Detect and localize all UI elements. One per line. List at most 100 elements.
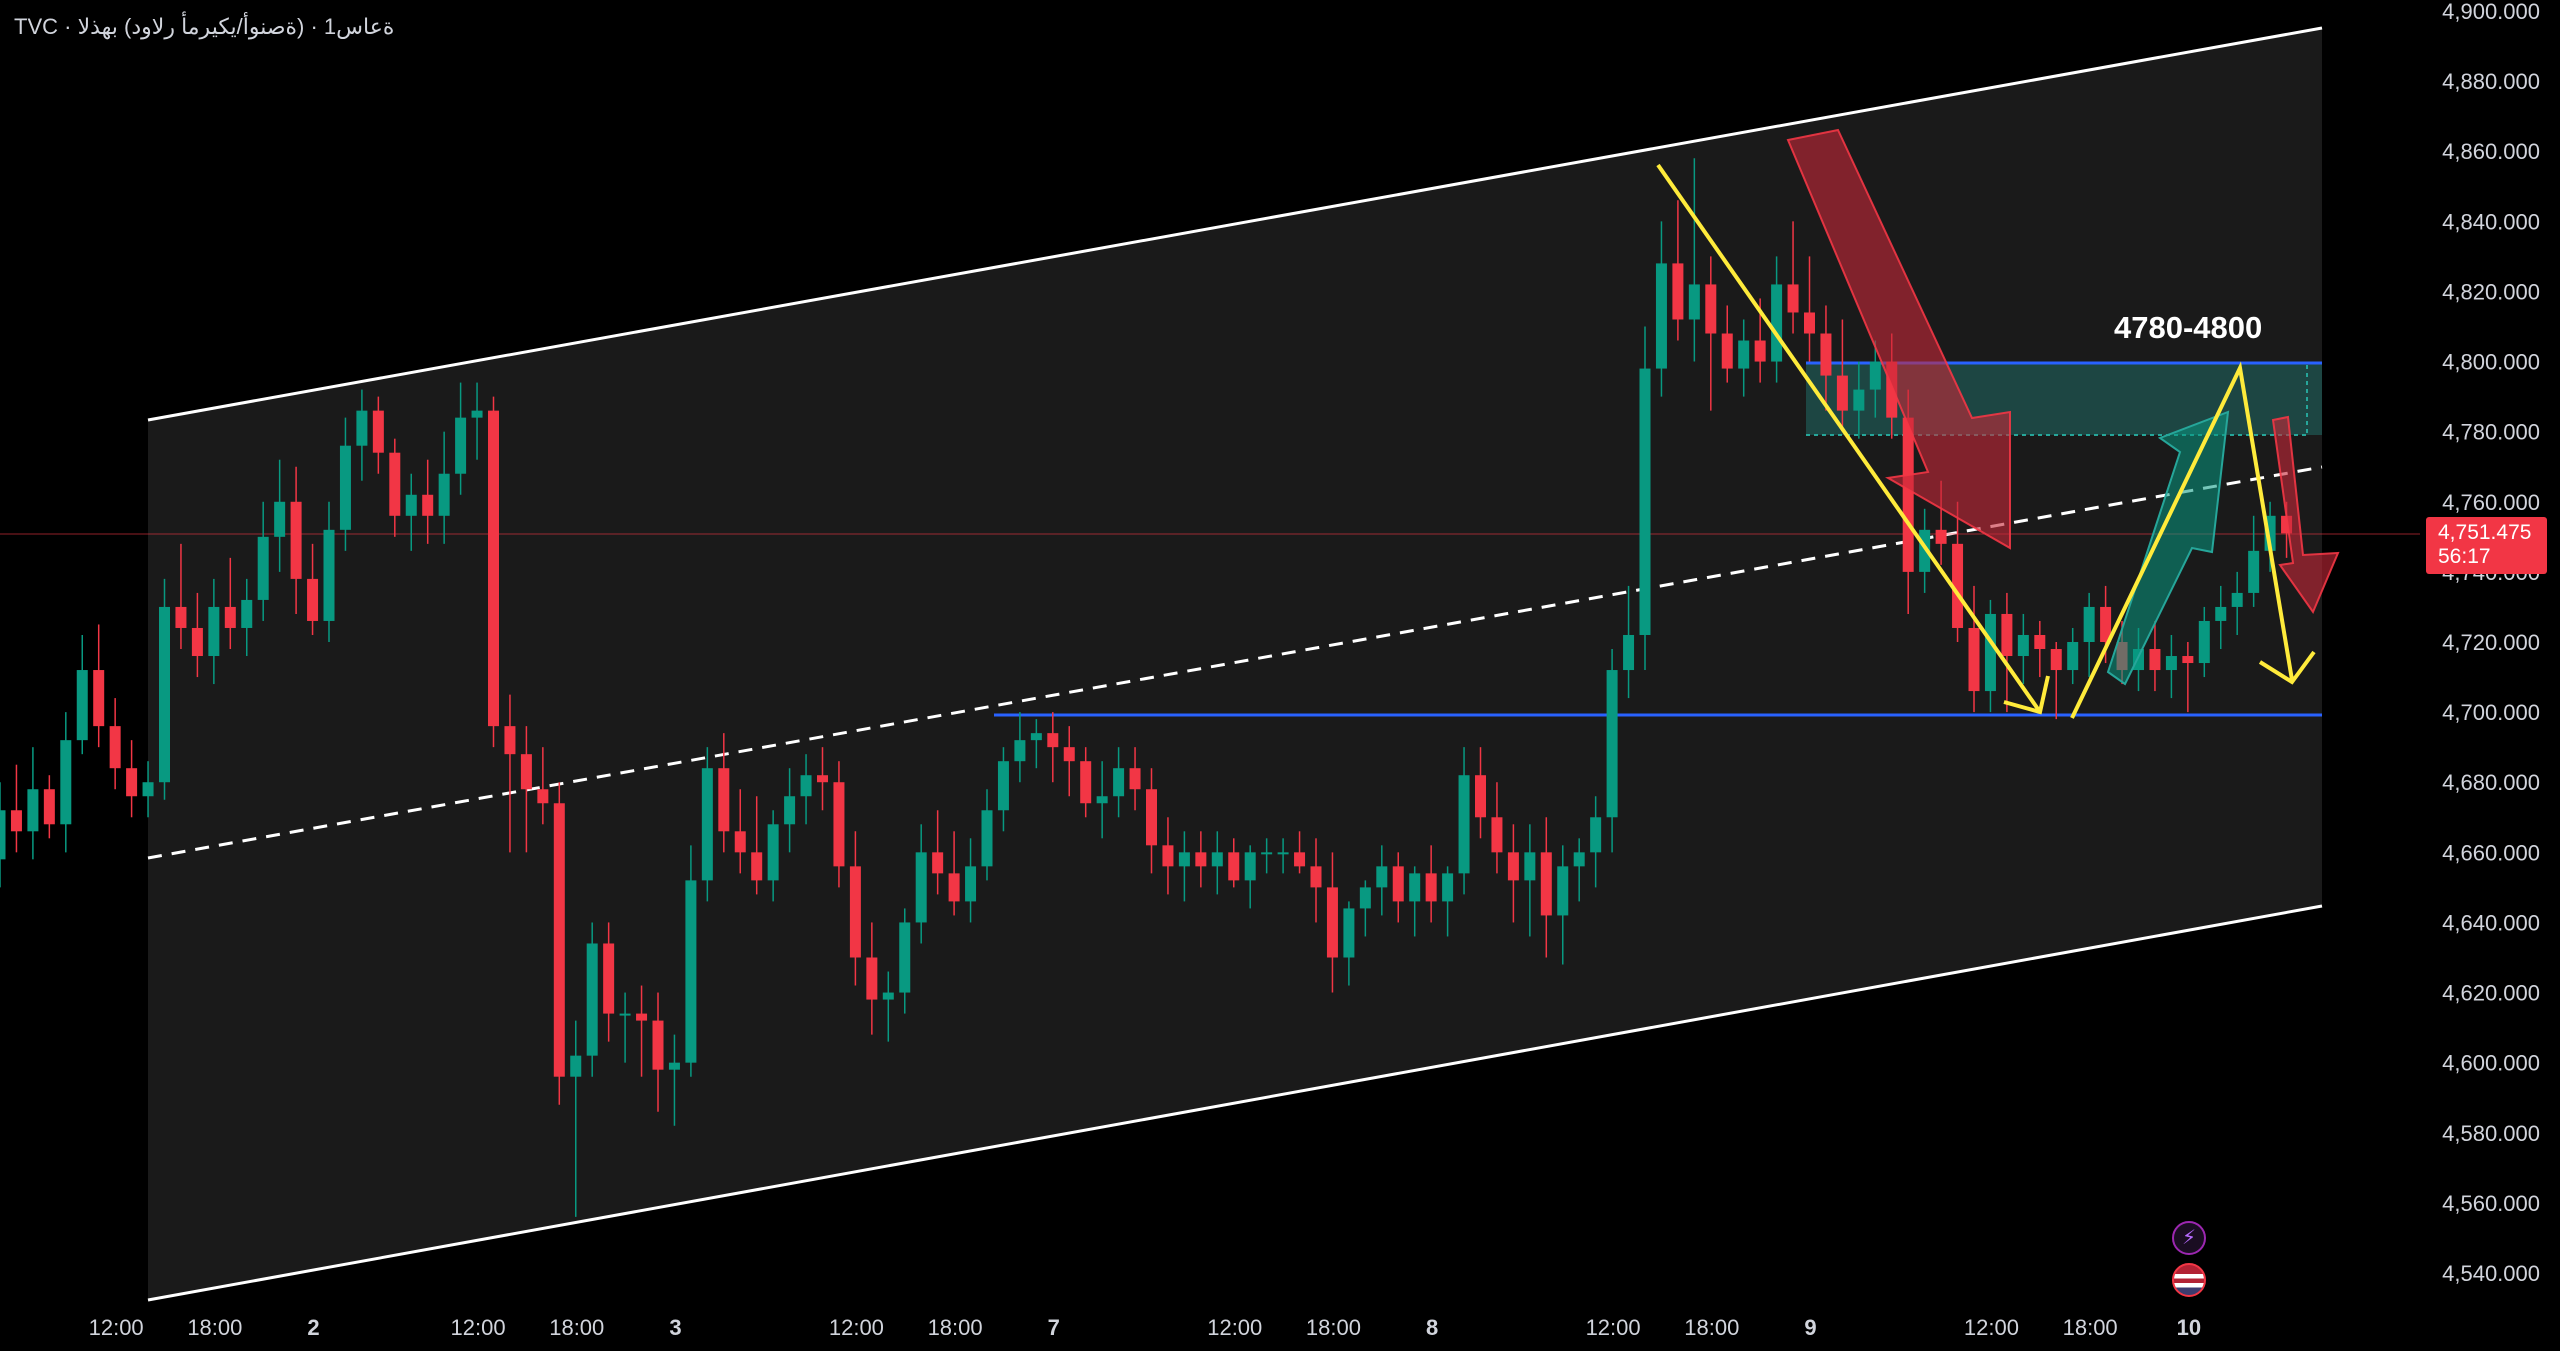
- candle-body[interactable]: [389, 452, 401, 516]
- candle-body[interactable]: [1146, 789, 1157, 846]
- candle-body[interactable]: [1507, 852, 1519, 881]
- candle-body[interactable]: [948, 873, 960, 902]
- candle-body[interactable]: [751, 852, 763, 881]
- candle-body[interactable]: [191, 627, 203, 657]
- candle-body[interactable]: [1557, 866, 1569, 916]
- candle-body[interactable]: [2133, 649, 2144, 671]
- candle-body[interactable]: [405, 494, 417, 516]
- candle-body[interactable]: [1129, 768, 1141, 790]
- candle-body[interactable]: [1902, 417, 1914, 572]
- price-axis[interactable]: 4,900.000 4,880.000 4,860.000 4,840.000 4,82…: [2442, 0, 2540, 1286]
- candle-body[interactable]: [60, 740, 72, 825]
- candle-body[interactable]: [488, 410, 499, 727]
- candle-body[interactable]: [997, 761, 1009, 811]
- candle-body[interactable]: [1853, 389, 1865, 411]
- candle-body[interactable]: [817, 775, 828, 783]
- candle-body[interactable]: [1047, 733, 1059, 748]
- candle-body[interactable]: [1195, 852, 1207, 867]
- candle-body[interactable]: [1540, 852, 1552, 916]
- candle-body[interactable]: [2182, 656, 2194, 664]
- candle-body[interactable]: [1376, 866, 1388, 888]
- candle-body[interactable]: [1524, 852, 1536, 881]
- candle-body[interactable]: [2067, 642, 2079, 671]
- lightning-icon[interactable]: ⚡: [2172, 1221, 2206, 1255]
- candle-body[interactable]: [1359, 887, 1371, 909]
- candle-body[interactable]: [636, 1013, 648, 1021]
- us-flag-icon[interactable]: [2172, 1263, 2206, 1297]
- candle-body[interactable]: [520, 754, 532, 790]
- candle-body[interactable]: [1063, 747, 1075, 762]
- candle-body[interactable]: [2231, 592, 2243, 607]
- candle-body[interactable]: [290, 501, 302, 579]
- candle-body[interactable]: [2083, 606, 2095, 642]
- candle-body[interactable]: [2149, 649, 2161, 671]
- candle-body[interactable]: [1458, 775, 1470, 874]
- candle-body[interactable]: [668, 1062, 680, 1070]
- candle-body[interactable]: [1277, 852, 1289, 855]
- candle-body[interactable]: [1919, 529, 1931, 572]
- red-down-arrow-small[interactable]: [2271, 415, 2340, 615]
- candle-body[interactable]: [915, 852, 927, 923]
- candle-body[interactable]: [734, 831, 746, 853]
- candle-body[interactable]: [1606, 670, 1618, 818]
- candle-body[interactable]: [981, 810, 993, 867]
- candle-body[interactable]: [224, 606, 236, 628]
- candle-body[interactable]: [849, 866, 861, 958]
- candle-body[interactable]: [10, 810, 22, 832]
- candle-body[interactable]: [1475, 775, 1486, 818]
- candle-body[interactable]: [965, 866, 977, 902]
- channel-upper-line[interactable]: [147, 26, 2323, 422]
- candle-body[interactable]: [1688, 284, 1700, 320]
- candle-body[interactable]: [76, 670, 88, 741]
- candle-body[interactable]: [323, 529, 335, 621]
- candle-body[interactable]: [2050, 649, 2062, 671]
- candle-body[interactable]: [1211, 852, 1223, 867]
- candle-body[interactable]: [339, 445, 351, 530]
- candle-body[interactable]: [685, 880, 697, 1063]
- candle-body[interactable]: [1425, 873, 1437, 902]
- candle-body[interactable]: [1787, 284, 1799, 313]
- candle-body[interactable]: [175, 606, 187, 628]
- candle-body[interactable]: [2281, 515, 2293, 534]
- candle-body[interactable]: [2034, 634, 2046, 650]
- candle-body[interactable]: [1392, 866, 1404, 902]
- candle-body[interactable]: [1672, 263, 1684, 320]
- candle-body[interactable]: [208, 606, 220, 657]
- candle-body[interactable]: [1409, 873, 1421, 902]
- candle-body[interactable]: [1228, 852, 1240, 881]
- candle-body[interactable]: [0, 810, 6, 860]
- candle-body[interactable]: [553, 803, 565, 1077]
- candle-body[interactable]: [1326, 887, 1338, 958]
- candle-body[interactable]: [1869, 361, 1881, 390]
- candle-body[interactable]: [2165, 656, 2177, 671]
- candle-body[interactable]: [43, 789, 55, 825]
- candle-body[interactable]: [932, 852, 944, 874]
- candle-body[interactable]: [257, 536, 269, 600]
- candle-body[interactable]: [438, 473, 450, 516]
- candle-body[interactable]: [274, 501, 286, 537]
- candle-body[interactable]: [1244, 852, 1256, 881]
- candle-body[interactable]: [307, 578, 319, 621]
- candle-body[interactable]: [652, 1020, 664, 1070]
- candle-body[interactable]: [1030, 733, 1042, 741]
- candle-body[interactable]: [2215, 606, 2227, 621]
- candle-body[interactable]: [126, 768, 138, 797]
- candle-body[interactable]: [372, 410, 384, 453]
- candle-body[interactable]: [1113, 768, 1125, 797]
- candle-body[interactable]: [800, 775, 812, 797]
- candle-body[interactable]: [570, 1055, 582, 1077]
- candle-body[interactable]: [784, 796, 796, 825]
- candle-body[interactable]: [1705, 284, 1717, 334]
- candle-body[interactable]: [537, 789, 549, 804]
- candle-body[interactable]: [2198, 620, 2210, 664]
- candle-body[interactable]: [701, 768, 713, 881]
- candle-body[interactable]: [899, 922, 911, 993]
- candle-body[interactable]: [1754, 340, 1766, 362]
- red-down-arrow-big[interactable]: [1786, 128, 2011, 550]
- candle-body[interactable]: [1014, 740, 1026, 762]
- candle-body[interactable]: [767, 824, 779, 881]
- candle-body[interactable]: [2017, 634, 2029, 657]
- candle-body[interactable]: [1590, 817, 1602, 853]
- candle-body[interactable]: [882, 992, 894, 1000]
